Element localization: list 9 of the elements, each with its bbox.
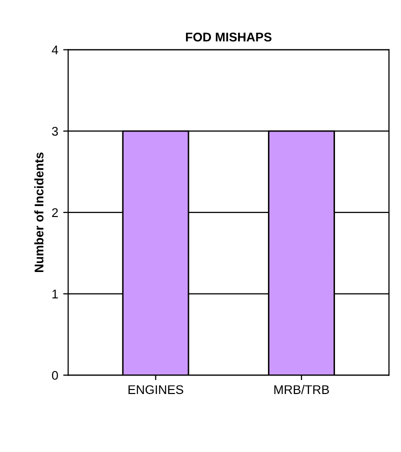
y-tick-label: 2	[52, 208, 58, 217]
y-tick-label: 1	[52, 290, 58, 298]
chart-title: FOD MISHAPS	[186, 32, 272, 42]
x-tick-label: ENGINES	[128, 385, 184, 394]
y-tick-label: 3	[52, 126, 58, 136]
x-tick-label: MRB/TRB	[274, 384, 329, 394]
y-tick-label: 4	[52, 46, 58, 54]
y-axis-title: Number of Incidents	[34, 152, 44, 272]
y-tick-label: 0	[52, 370, 58, 380]
